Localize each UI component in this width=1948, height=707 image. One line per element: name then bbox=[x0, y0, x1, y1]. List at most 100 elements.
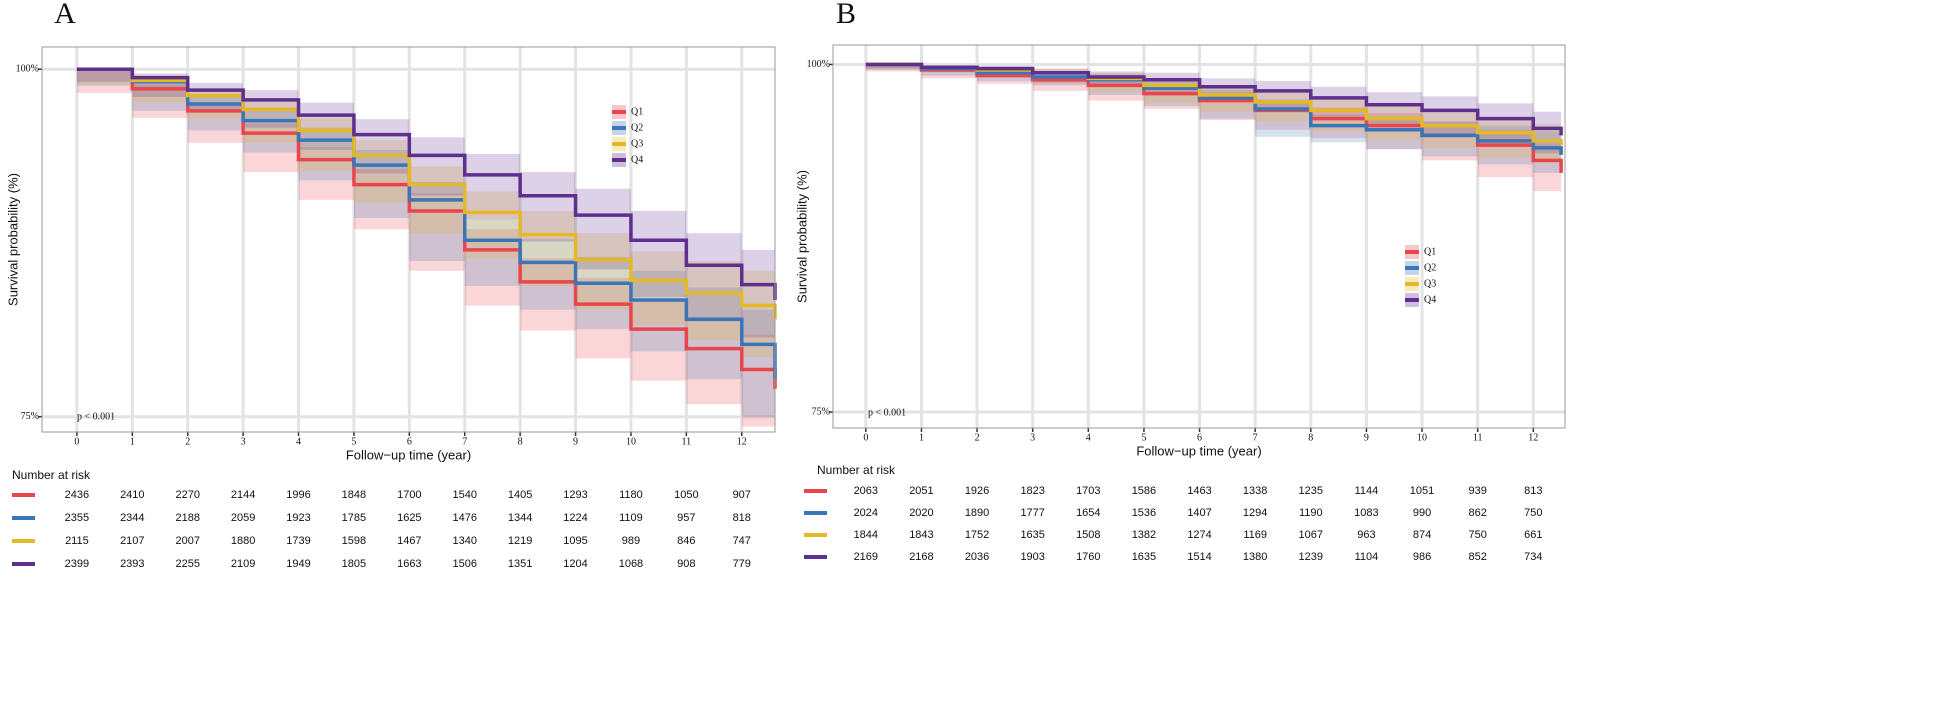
risk-count: 990 bbox=[1413, 507, 1431, 519]
risk-count: 1760 bbox=[1076, 551, 1100, 563]
x-tick-label: 0 bbox=[863, 432, 868, 443]
x-tick-label: 8 bbox=[518, 436, 523, 447]
risk-count: 1204 bbox=[563, 558, 587, 570]
risk-count: 2020 bbox=[909, 507, 933, 519]
annotation: p < 0.001 bbox=[77, 411, 115, 422]
risk-count: 2355 bbox=[65, 512, 89, 524]
risk-count: 1380 bbox=[1243, 551, 1267, 563]
risk-count: 1654 bbox=[1076, 507, 1100, 519]
risk-count: 1752 bbox=[965, 529, 989, 541]
x-tick-label: 2 bbox=[975, 432, 980, 443]
x-tick-label: 7 bbox=[1253, 432, 1258, 443]
risk-count: 1239 bbox=[1299, 551, 1323, 563]
risk-count: 2024 bbox=[854, 507, 878, 519]
risk-count: 1890 bbox=[965, 507, 989, 519]
x-tick-label: 12 bbox=[737, 436, 747, 447]
risk-count: 1219 bbox=[508, 535, 532, 547]
risk-count: 1703 bbox=[1076, 485, 1100, 497]
risk-count: 2109 bbox=[231, 558, 255, 570]
risk-count: 1903 bbox=[1020, 551, 1044, 563]
x-axis-label: Follow−up time (year) bbox=[1136, 443, 1261, 458]
risk-count: 1663 bbox=[397, 558, 421, 570]
risk-count: 1506 bbox=[452, 558, 476, 570]
risk-count: 2410 bbox=[120, 489, 144, 501]
risk-count: 1844 bbox=[854, 529, 878, 541]
x-tick-label: 5 bbox=[1141, 432, 1146, 443]
risk-count: 1635 bbox=[1132, 551, 1156, 563]
risk-count: 907 bbox=[733, 489, 751, 501]
risk-count: 1536 bbox=[1132, 507, 1156, 519]
risk-count: 1823 bbox=[1020, 485, 1044, 497]
risk-count: 1739 bbox=[286, 535, 310, 547]
risk-table-title: Number at risk bbox=[817, 463, 896, 477]
risk-count: 2168 bbox=[909, 551, 933, 563]
risk-count: 2188 bbox=[175, 512, 199, 524]
y-tick-label: 100% bbox=[807, 59, 830, 70]
risk-count: 939 bbox=[1468, 485, 1486, 497]
risk-count: 1095 bbox=[563, 535, 587, 547]
risk-count: 1785 bbox=[342, 512, 366, 524]
risk-count: 1926 bbox=[965, 485, 989, 497]
risk-count: 1880 bbox=[231, 535, 255, 547]
x-tick-label: 10 bbox=[626, 436, 636, 447]
risk-count: 1169 bbox=[1243, 529, 1267, 541]
risk-count: 818 bbox=[733, 512, 751, 524]
risk-count: 1476 bbox=[452, 512, 476, 524]
risk-count: 2007 bbox=[175, 535, 199, 547]
x-tick-label: 9 bbox=[573, 436, 578, 447]
legend-label: Q1 bbox=[1424, 246, 1436, 257]
risk-count: 734 bbox=[1524, 551, 1542, 563]
risk-count: 2144 bbox=[231, 489, 255, 501]
risk-count: 1051 bbox=[1410, 485, 1434, 497]
x-tick-label: 0 bbox=[74, 436, 79, 447]
x-tick-label: 3 bbox=[241, 436, 246, 447]
risk-count: 1083 bbox=[1354, 507, 1378, 519]
risk-count: 661 bbox=[1524, 529, 1542, 541]
plot-frame bbox=[832, 44, 1566, 429]
x-tick-label: 11 bbox=[1473, 432, 1483, 443]
risk-count: 2393 bbox=[120, 558, 144, 570]
risk-count: 2169 bbox=[854, 551, 878, 563]
risk-count: 1068 bbox=[619, 558, 643, 570]
y-tick-label: 100% bbox=[16, 64, 39, 75]
survival-curve bbox=[865, 62, 1563, 136]
x-tick-label: 1 bbox=[130, 436, 135, 447]
confidence-band bbox=[76, 69, 775, 417]
risk-count: 2270 bbox=[175, 489, 199, 501]
risk-count: 1067 bbox=[1299, 529, 1323, 541]
risk-count: 874 bbox=[1413, 529, 1431, 541]
y-axis-label: Survival probability (%) bbox=[5, 173, 20, 306]
risk-count: 1949 bbox=[286, 558, 310, 570]
survival-curve bbox=[76, 67, 777, 300]
risk-count: 779 bbox=[733, 558, 751, 570]
confidence-band bbox=[76, 69, 775, 338]
risk-count: 1407 bbox=[1187, 507, 1211, 519]
risk-count: 2115 bbox=[65, 535, 89, 547]
x-tick-label: 3 bbox=[1030, 432, 1035, 443]
risk-count: 2051 bbox=[909, 485, 933, 497]
risk-count: 1405 bbox=[508, 489, 532, 501]
confidence-band bbox=[865, 64, 1562, 173]
risk-count: 1344 bbox=[508, 512, 532, 524]
x-tick-label: 12 bbox=[1528, 432, 1538, 443]
risk-count: 1777 bbox=[1020, 507, 1044, 519]
risk-count: 750 bbox=[1524, 507, 1542, 519]
x-tick-label: 11 bbox=[682, 436, 692, 447]
risk-count: 1190 bbox=[1299, 507, 1323, 519]
risk-count: 862 bbox=[1468, 507, 1486, 519]
x-tick-label: 6 bbox=[407, 436, 412, 447]
risk-count: 1351 bbox=[508, 558, 532, 570]
y-axis-label: Survival probability (%) bbox=[794, 170, 809, 303]
risk-count: 1848 bbox=[342, 489, 366, 501]
risk-count: 1843 bbox=[909, 529, 933, 541]
risk-count: 1274 bbox=[1187, 529, 1211, 541]
x-tick-label: 4 bbox=[296, 436, 301, 447]
risk-count: 1340 bbox=[452, 535, 476, 547]
risk-count: 1996 bbox=[286, 489, 310, 501]
x-axis-label: Follow−up time (year) bbox=[346, 447, 471, 462]
legend-label: Q3 bbox=[1424, 278, 1436, 289]
legend-label: Q2 bbox=[1424, 262, 1436, 273]
legend-label: Q3 bbox=[631, 138, 643, 149]
risk-count: 813 bbox=[1524, 485, 1542, 497]
risk-count: 1109 bbox=[619, 512, 643, 524]
